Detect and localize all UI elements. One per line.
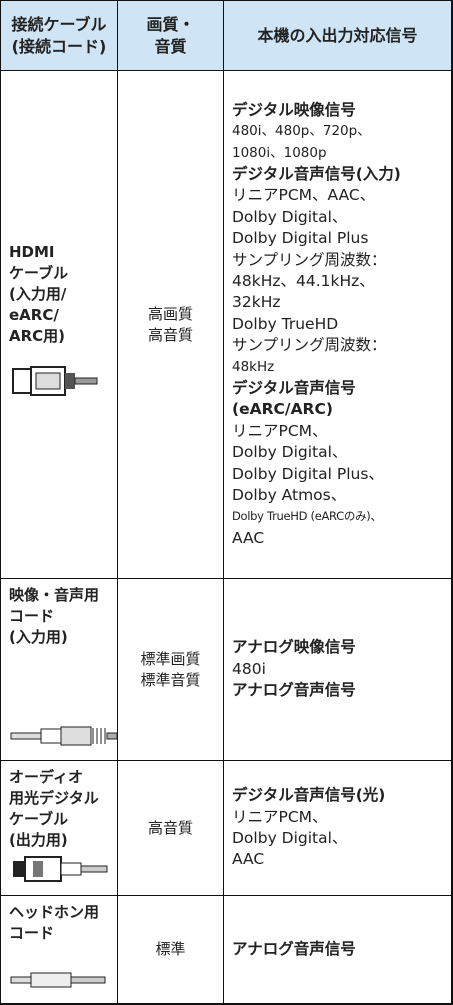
cable-icon <box>9 855 109 889</box>
text-line: Dolby TrueHD <box>232 314 339 333</box>
cable-name: オーディオ用光デジタル ケーブル (出力用) <box>9 767 109 851</box>
text-line: 48kHz <box>232 358 275 375</box>
text-line: オーディオ <box>9 768 83 786</box>
signal-cell: アナログ映像信号 480i アナログ音声信号 <box>224 579 452 761</box>
text-line: 画質・ <box>146 14 195 34</box>
text-line: ARC用) <box>9 327 66 345</box>
text-line: 標準 <box>155 940 186 958</box>
header-cell: 接続ケーブル (接続コード) <box>1 1 118 71</box>
text-line: Dolby TrueHD (eARCのみ)、 <box>232 509 382 524</box>
cable-drawing <box>10 972 106 988</box>
cable-name: HDMI ケーブル (入力用/eARC/ARC用) <box>9 242 109 347</box>
cable-drawing <box>13 856 108 882</box>
quality-cell: 高画質 高音質 <box>118 71 224 579</box>
text-line: サンプリング周波数： <box>232 336 387 355</box>
text-line: ケーブル <box>9 264 69 282</box>
text-line: 1080i、1080p <box>232 144 327 161</box>
text-line: コード <box>9 607 55 625</box>
text-line: 用光デジタル <box>9 789 99 807</box>
cable-drawing <box>10 726 118 746</box>
cable-name: ヘッドホン用 コード <box>9 902 109 944</box>
text-line: Dolby Digital、 <box>232 829 348 847</box>
text-line: 標準音質 <box>140 670 201 689</box>
signal-cell: デジタル映像信号 480i、480p、720p、 1080i、1080p デジタル音声… <box>224 71 452 579</box>
text-line: (入力用) <box>9 628 68 646</box>
text-line: 高画質 <box>147 304 193 323</box>
text-line: デジタル音声信号 <box>232 379 356 398</box>
header-cell: 本機の入出力対応信号 <box>224 1 452 71</box>
text-line: 接続ケーブル <box>11 14 107 34</box>
text-line: デジタル映像信号 <box>232 100 356 119</box>
text-line: Dolby Digital、 <box>232 443 348 462</box>
text-line: 480i、480p、720p、 <box>232 123 371 140</box>
text-line: アナログ音声信号 <box>232 939 356 958</box>
quality-cell: 標準画質 標準音質 <box>118 579 224 761</box>
text-line: AAC <box>232 528 265 547</box>
text-line: ケーブル <box>9 810 69 828</box>
text-line: Dolby Digital、 <box>232 207 348 226</box>
text-line: リニアPCM、 <box>232 421 328 440</box>
text-line: Dolby Digital Plus <box>232 229 369 248</box>
cable-icon <box>9 969 109 997</box>
text-line: 高音質 <box>147 325 193 344</box>
cable-cell: ヘッドホン用 コード <box>1 896 118 1004</box>
cable-cell: HDMI ケーブル (入力用/eARC/ARC用) <box>1 71 118 579</box>
cable-name: 映像・音声用 コード (入力用) <box>9 585 109 648</box>
text-line: (入力用/ <box>9 285 67 303</box>
text-line: 48kHz、44.1kHz、 <box>232 271 375 290</box>
header-cell: 画質・ 音質 <box>118 1 224 71</box>
cable-icon <box>9 724 118 754</box>
text-line: デジタル音声信号(入力) <box>232 164 401 183</box>
text-line: アナログ映像信号 <box>232 638 356 657</box>
text-line: (eARC/ARC) <box>232 400 333 419</box>
text-line: デジタル音声信号(光) <box>232 786 386 805</box>
text-line: 32kHz <box>232 293 281 312</box>
text-line: AAC <box>232 850 265 869</box>
text-line: リニアPCM、 <box>232 807 328 826</box>
text-line: 480i <box>232 659 266 678</box>
text-line: コード <box>9 924 55 942</box>
text-line: アナログ音声信号 <box>232 681 356 700</box>
text-line: (出力用) <box>9 831 68 849</box>
cable-drawing <box>12 366 98 396</box>
text-line: 映像・音声用 <box>9 586 100 604</box>
text-line: Dolby Atmos、 <box>232 486 347 505</box>
text-line: 音質 <box>154 36 187 56</box>
text-line: HDMI <box>9 243 55 261</box>
text-line: 高音質 <box>147 818 193 837</box>
cable-cell: オーディオ用光デジタル ケーブル (出力用) <box>1 761 118 896</box>
text-line: サンプリング周波数： <box>232 250 387 269</box>
text-line: ヘッドホン用 <box>9 903 100 921</box>
signal-cell: アナログ音声信号 <box>224 896 452 1004</box>
cable-icon <box>9 361 109 407</box>
text-line: 本機の入出力対応信号 <box>257 25 418 45</box>
text-line: eARC/ <box>9 306 59 324</box>
cable-cell: 映像・音声用 コード (入力用) <box>1 579 118 761</box>
text-line: リニアPCM、AAC、 <box>232 186 376 205</box>
text-line: Dolby Digital Plus、 <box>232 464 384 483</box>
text-line: (接続コード) <box>11 36 107 56</box>
quality-cell: 高音質 <box>118 761 224 896</box>
quality-cell: 標準 <box>118 896 224 1004</box>
text-line: 標準画質 <box>140 649 201 668</box>
signal-cell: デジタル音声信号(光) リニアPCM、 Dolby Digital、 AAC <box>224 761 452 896</box>
